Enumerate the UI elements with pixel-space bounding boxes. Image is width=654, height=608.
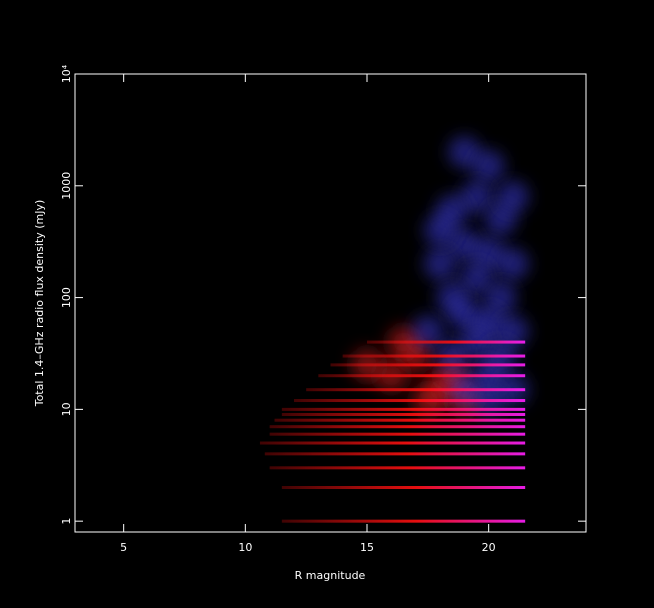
flux-streak [274,418,526,422]
y-tick-label: 1000 [60,172,73,200]
y-tick-label: 10 [60,402,73,416]
flux-streak [281,412,526,416]
flux-streak [259,441,526,445]
flux-streak [269,432,526,436]
density-blob [424,214,456,247]
flux-streak [294,399,526,403]
flux-streak [281,407,526,411]
x-tick-label: 5 [120,541,127,554]
density-blob [472,150,505,183]
flux-streak [306,388,526,392]
plot-frame [74,73,587,533]
flux-streak [269,425,526,429]
density-blob [497,315,529,348]
x-tick-label: 20 [482,541,496,554]
density-blob [497,247,529,280]
density-blob [484,281,517,314]
flux-streak [318,374,526,378]
density-blob [411,315,444,348]
density-blob [460,261,493,294]
flux-streak [330,363,526,367]
flux-streak [281,486,526,490]
density-blob [497,180,529,213]
density-blob [448,298,481,331]
flux-streak [367,340,526,344]
density-blob [424,247,456,280]
density-blob [448,136,481,169]
density-blob [472,237,505,270]
y-tick-label: 10⁴ [60,64,73,83]
y-tick-label: 100 [60,287,73,308]
density-blob [448,228,481,261]
flux-streak [269,466,526,470]
x-tick-label: 15 [360,541,374,554]
y-axis-label: Total 1.4–GHz radio flux density (mJy) [33,200,46,408]
y-tick-label: 1 [60,518,73,525]
x-axis-label: R magnitude [295,569,366,582]
flux-streak [281,519,526,523]
density-blob [460,180,493,213]
flux-streak [342,354,526,358]
x-tick-label: 10 [238,541,252,554]
flux-streak [264,452,526,456]
